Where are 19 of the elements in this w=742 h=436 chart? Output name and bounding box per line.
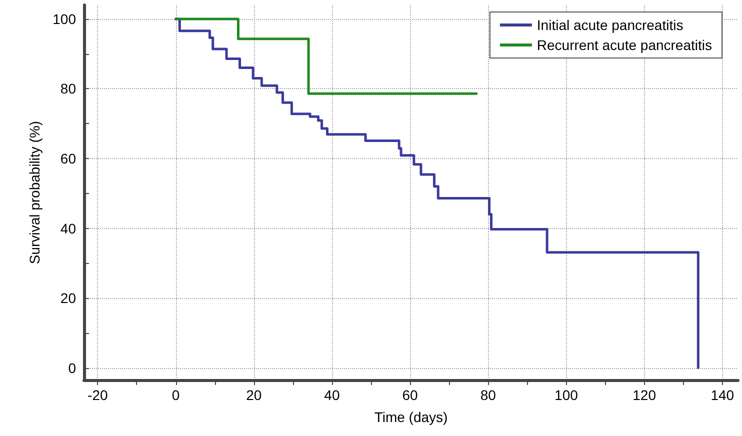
x-tick-label: -20 [88, 387, 108, 403]
x-tick-label: 0 [172, 387, 180, 403]
legend-label: Recurrent acute pancreatitis [536, 37, 712, 53]
x-axis-title: Time (days) [374, 409, 448, 425]
x-tick-label: 60 [402, 387, 418, 403]
x-tick-label: 40 [324, 387, 340, 403]
y-tick-label: 20 [60, 290, 76, 306]
y-tick-label: 60 [60, 150, 76, 166]
y-tick-label: 100 [52, 10, 76, 27]
y-tick-label: 40 [60, 220, 76, 236]
y-tick-label: 0 [68, 360, 76, 376]
legend-label: Initial acute pancreatitis [536, 17, 684, 33]
x-tick-label: 100 [554, 387, 578, 403]
y-tick-label: 80 [60, 80, 76, 97]
y-axis-title: Survival probability (%) [26, 120, 43, 264]
x-tick-label: 80 [480, 387, 496, 403]
x-tick-label: 140 [710, 387, 734, 403]
x-tick-label: 20 [246, 387, 262, 403]
x-tick-label: 120 [632, 387, 656, 403]
